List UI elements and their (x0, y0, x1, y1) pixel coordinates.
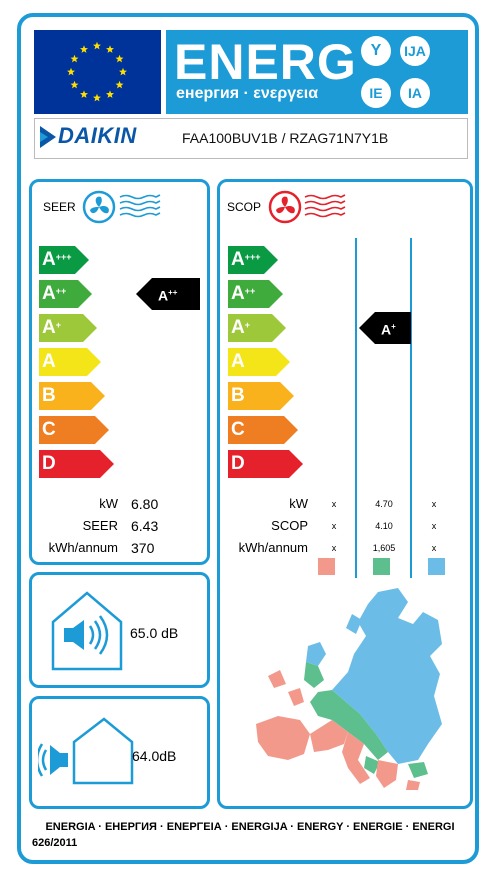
eu-star-icon (115, 54, 124, 63)
cooling-rating-marker: A++ (136, 278, 200, 310)
eu-star-icon (93, 41, 101, 50)
cooling-spec-value: 6.43 (131, 518, 159, 534)
class-plus: +++ (55, 252, 72, 262)
energ-subtitle: енергия · ενεργεια (176, 85, 319, 102)
suffix-ie: IE (361, 78, 391, 108)
label-frame (17, 13, 479, 864)
warm-air-icon (304, 194, 346, 218)
brand-name: DAIKIN (58, 123, 137, 148)
class-letter: B (231, 385, 245, 406)
europe-climate-map (256, 588, 442, 790)
eu-star-icon (70, 80, 79, 89)
zone-average-square (373, 558, 390, 575)
heating-spec-warmer: x (331, 543, 337, 553)
rating-plus: + (391, 322, 396, 331)
indoor-noise-panel (29, 572, 210, 688)
class-letter: A (42, 317, 56, 338)
cooling-spec-label: SEER (82, 518, 118, 533)
energy-class-bar: D (39, 450, 114, 478)
class-letter: C (231, 419, 245, 440)
model-number: FAA100BUV1B / RZAG71N7Y1B (182, 130, 389, 146)
eu-star-icon (106, 90, 114, 98)
eu-star-icon (119, 67, 127, 76)
rating-letter: A (381, 321, 392, 338)
footer-languages: ENERGIA · ЕНЕРГИЯ · ΕΝΕΡΓΕΙΑ · ENERGIJA … (45, 821, 455, 833)
class-letter: B (42, 385, 56, 406)
class-plus: ++ (244, 286, 256, 296)
heating-spec-warmer: x (331, 521, 337, 531)
class-letter: A (42, 351, 56, 372)
cooling-spec-label: kW (99, 496, 118, 511)
energy-class-bar: C (39, 416, 109, 444)
cooling-panel (29, 179, 210, 565)
indoor-unit-house-icon (51, 591, 123, 671)
class-letter: A (42, 283, 56, 304)
class-letter: A (42, 249, 56, 270)
zone-colder-square (428, 558, 445, 575)
outdoor-unit-house-icon (38, 717, 134, 785)
suffix-y: Y (361, 36, 391, 66)
energy-class-bar: A (228, 348, 290, 376)
class-letter: A (231, 283, 245, 304)
heating-spec-colder: x (431, 499, 437, 509)
cooling-spec-value: 370 (131, 540, 155, 556)
heating-spec-label: kW (289, 496, 308, 511)
heating-spec-warmer: x (331, 499, 337, 509)
eu-star-icon (70, 54, 79, 63)
daikin-logo-icon (40, 126, 56, 148)
rating-letter: A (158, 287, 169, 304)
heating-spec-colder: x (431, 521, 437, 531)
outdoor-noise-value: 64.0dB (132, 748, 177, 764)
cooling-spec-value: 6.80 (131, 496, 159, 512)
zone-divider-2 (410, 238, 412, 578)
cold-air-icon (119, 194, 161, 218)
eu-star-icon (106, 45, 114, 53)
heating-spec-label: kWh/annum (238, 540, 308, 555)
supplier-row (34, 118, 468, 159)
heating-spec-average: 4.70 (375, 499, 393, 509)
energy-class-bar: B (228, 382, 294, 410)
energy-class-bar: D (228, 450, 303, 478)
energ-title: ENERG (174, 34, 357, 90)
eu-flag (34, 30, 161, 114)
heating-spec-label: SCOP (271, 518, 308, 533)
indoor-noise-value: 65.0 dB (130, 625, 179, 641)
heating-spec-colder: x (431, 543, 437, 553)
class-letter: D (231, 453, 245, 474)
class-letter: A (231, 317, 245, 338)
fan-cool-icon (82, 190, 116, 224)
eu-star-icon (93, 93, 101, 102)
zone-warmer-square (318, 558, 335, 575)
suffix-ija: IJA (400, 36, 430, 66)
suffix-ia: IA (400, 78, 430, 108)
class-letter: A (231, 249, 245, 270)
energy-class-bar: A+ (39, 314, 97, 342)
heating-panel (217, 179, 473, 809)
eu-star-icon (67, 67, 75, 76)
energy-class-bar: A (39, 348, 101, 376)
class-letter: C (42, 419, 56, 440)
fan-heat-icon (268, 190, 302, 224)
energy-class-bar: A+ (228, 314, 286, 342)
rating-plus: ++ (168, 288, 178, 297)
heating-spec-average: 1,605 (372, 543, 396, 553)
cooling-spec-label: kWh/annum (48, 540, 118, 555)
eu-star-icon (80, 45, 88, 53)
class-plus: +++ (244, 252, 261, 262)
class-plus: + (244, 320, 250, 330)
class-plus: + (55, 320, 61, 330)
footer-regulation: 626/2011 (32, 837, 78, 849)
energy-class-bar: C (228, 416, 298, 444)
class-letter: D (42, 453, 56, 474)
heating-label: SCOP (227, 200, 262, 214)
heating-spec-average: 4.10 (375, 521, 393, 531)
eu-star-icon (80, 90, 88, 98)
eu-star-icon (115, 80, 124, 89)
energy-class-bar: B (39, 382, 105, 410)
class-plus: ++ (55, 286, 67, 296)
zone-divider-1 (355, 238, 357, 578)
class-letter: A (231, 351, 245, 372)
cooling-label: SEER (43, 200, 76, 214)
outdoor-noise-panel (29, 696, 210, 809)
